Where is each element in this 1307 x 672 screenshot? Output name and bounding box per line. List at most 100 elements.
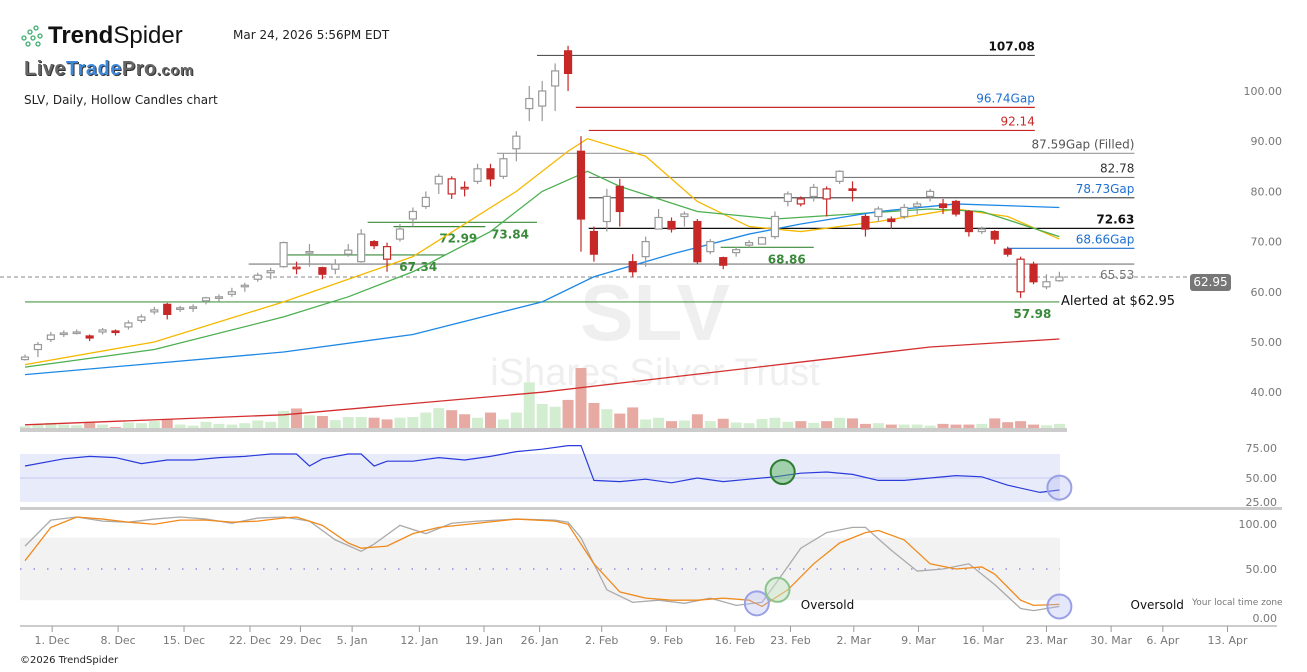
- candle: [20, 354, 30, 361]
- volume-baseline: [20, 428, 1067, 432]
- candle: [421, 191, 430, 209]
- volume-bar: [265, 421, 277, 428]
- candle-body: [408, 210, 417, 220]
- candle-body: [318, 267, 327, 275]
- candle-body: [357, 233, 366, 263]
- candle-body: [188, 306, 198, 309]
- moving-average-long: [24, 338, 1060, 426]
- x-axis-label: 23. Mar: [1026, 634, 1068, 647]
- candle-body: [279, 242, 288, 268]
- volume-bar: [549, 406, 561, 428]
- candle: [357, 229, 366, 263]
- candle: [188, 304, 198, 312]
- x-axis-label: 30. Mar: [1090, 634, 1132, 647]
- volume-bar: [32, 424, 44, 428]
- price-axis-label: 50.00: [1251, 336, 1283, 349]
- volume-bar: [795, 421, 807, 428]
- candle-body: [576, 150, 586, 220]
- volume-bar: [187, 425, 199, 428]
- candle: [163, 302, 172, 320]
- volume-bar: [834, 417, 846, 428]
- candle: [214, 294, 224, 302]
- moving-average-fast: [24, 137, 1060, 366]
- volume-bar: [484, 412, 496, 428]
- volume-bar: [45, 422, 57, 428]
- candle: [395, 224, 405, 242]
- price-level-label: 68.86: [768, 252, 806, 266]
- candle-body: [124, 322, 133, 328]
- x-axis-label: 9. Feb: [650, 634, 683, 647]
- stoch-line-k: [24, 516, 1060, 612]
- volume-bar: [122, 422, 134, 428]
- candle: [538, 80, 547, 122]
- stoch-signal-marker: [1046, 593, 1073, 620]
- candle: [913, 201, 922, 214]
- candle-body: [240, 284, 249, 288]
- volume-bar: [898, 424, 910, 428]
- candle: [1003, 246, 1012, 257]
- price-axis-label: 100.00: [1244, 85, 1283, 98]
- candle: [1042, 274, 1051, 290]
- x-axis-label: 16. Feb: [715, 634, 755, 647]
- watermark-name: iShares Silver Trust: [490, 352, 820, 394]
- candle-body: [111, 330, 120, 334]
- volume-bar: [329, 420, 341, 428]
- volume-bar: [666, 421, 677, 428]
- candle-body: [770, 215, 780, 238]
- volume-bar: [756, 419, 768, 428]
- x-axis-label: 1. Dec: [35, 634, 70, 647]
- volume-bar: [691, 414, 703, 428]
- candle: [990, 230, 999, 245]
- candle-body: [602, 195, 611, 223]
- candle-body: [305, 251, 314, 254]
- timezone-note: Your local time zone: [1192, 598, 1283, 608]
- candle-body: [98, 329, 107, 333]
- volume-bar: [446, 410, 458, 428]
- candle-body: [150, 309, 159, 313]
- volume-bar: [562, 399, 574, 428]
- rsi-line: [24, 445, 1060, 494]
- volume-bar: [859, 423, 871, 428]
- rsi-axis-label: 75.00: [1246, 442, 1278, 455]
- candle-body: [783, 193, 792, 203]
- timestamp: Mar 24, 2026 5:56PM EDT: [233, 28, 390, 42]
- candle: [822, 186, 831, 217]
- volume-bar: [911, 424, 923, 428]
- candle-body: [796, 198, 805, 205]
- candle: [602, 188, 611, 232]
- candle-body: [628, 261, 637, 273]
- candle-body: [163, 303, 172, 315]
- rsi-axis-label: 50.00: [1246, 472, 1278, 485]
- candle-body: [1029, 263, 1038, 283]
- x-axis-label: 19. Jan: [465, 634, 503, 647]
- candle-body: [563, 50, 573, 75]
- volume-bar: [110, 426, 122, 428]
- candle-body: [732, 249, 741, 254]
- volume-bar: [213, 423, 225, 428]
- stoch-line-d: [24, 516, 1060, 608]
- candle: [925, 188, 935, 202]
- price-axis-label: 60.00: [1251, 286, 1283, 299]
- candle: [964, 209, 973, 237]
- moving-average-mid: [24, 170, 1060, 368]
- volume-bar: [1028, 424, 1040, 428]
- candle-body: [434, 175, 443, 185]
- candle-body: [1055, 276, 1064, 282]
- candle-body: [913, 203, 922, 208]
- candle: [111, 329, 120, 336]
- price-axis-label: 90.00: [1251, 135, 1283, 148]
- volume-bar: [420, 412, 432, 428]
- candle: [266, 267, 275, 280]
- candle-body: [809, 186, 818, 198]
- price-level-label: 107.08: [989, 39, 1035, 53]
- x-axis-label: 29. Dec: [279, 634, 321, 647]
- volume-bar: [291, 408, 303, 428]
- candle-body: [447, 178, 456, 195]
- candle: [253, 272, 262, 282]
- volume-bar: [588, 402, 600, 428]
- volume-bar: [847, 418, 859, 428]
- price-level-label: 65.53: [1100, 268, 1134, 282]
- price-level-label: 68.66Gap: [1076, 232, 1135, 246]
- volume-bar: [678, 420, 690, 428]
